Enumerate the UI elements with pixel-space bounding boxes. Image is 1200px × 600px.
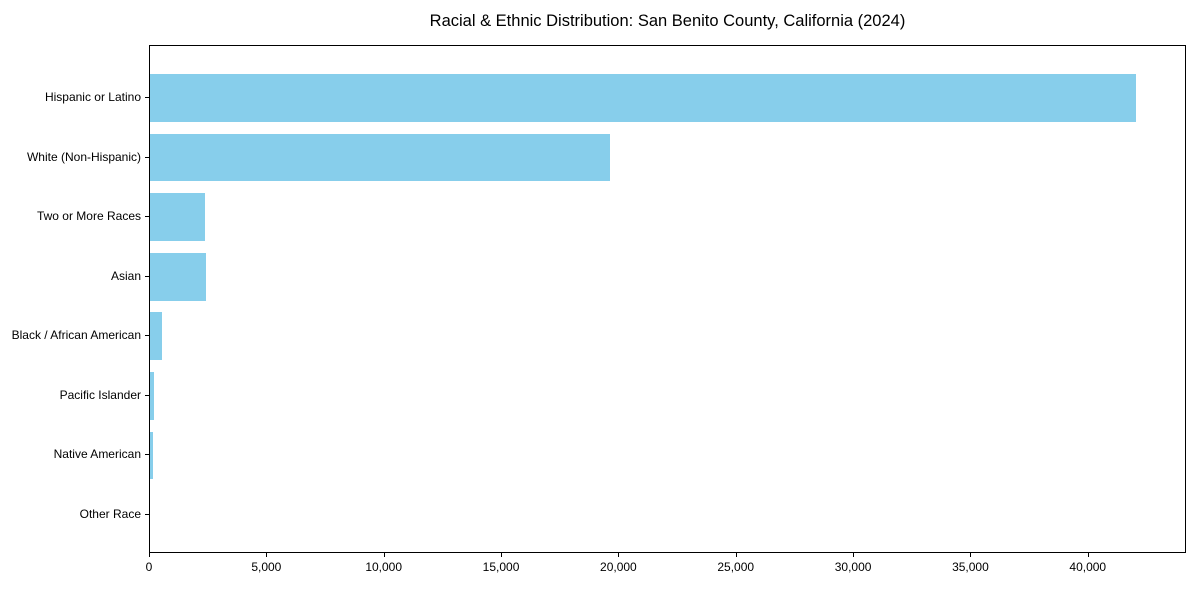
y-tick-mark <box>145 156 149 158</box>
y-tick-label: Two or More Races <box>36 209 141 224</box>
x-tick-label: 15,000 <box>482 560 520 574</box>
x-tick-mark <box>149 553 150 557</box>
bar <box>150 74 1136 122</box>
x-tick-mark <box>1087 553 1089 557</box>
bar <box>150 372 154 420</box>
x-tick-label: 10,000 <box>365 560 403 574</box>
y-tick-mark <box>145 454 149 456</box>
y-tick-mark <box>145 394 149 396</box>
bar <box>150 431 154 480</box>
y-tick-mark <box>145 335 149 337</box>
chart-title: Racial & Ethnic Distribution: San Benito… <box>429 12 906 30</box>
x-tick-mark <box>970 553 972 557</box>
y-tick-mark <box>145 97 149 98</box>
y-tick-label: Native American <box>53 447 141 462</box>
x-tick-label: 30,000 <box>834 560 872 574</box>
bar <box>150 252 207 301</box>
plot-area <box>149 45 1186 553</box>
x-tick-mark <box>853 553 855 557</box>
bar <box>150 133 610 182</box>
x-tick-label: 40,000 <box>1069 560 1107 574</box>
y-tick-label: Hispanic or Latino <box>44 90 141 104</box>
x-tick-label: 25,000 <box>717 560 755 574</box>
x-tick-mark <box>383 553 385 557</box>
x-tick-label: 20,000 <box>600 560 637 574</box>
y-tick-label: Other Race <box>79 506 141 521</box>
bar <box>150 312 162 361</box>
x-tick-mark <box>735 553 737 557</box>
x-tick-label: 0 <box>145 560 153 574</box>
y-tick-label: Black / African American <box>11 328 141 343</box>
x-tick-mark <box>618 553 620 557</box>
x-tick-label: 5,000 <box>251 560 282 574</box>
y-tick-mark <box>145 275 149 277</box>
y-tick-mark <box>145 513 149 515</box>
y-tick-label: White (Non-Hispanic) <box>26 149 141 164</box>
y-tick-mark <box>145 216 149 218</box>
x-tick-mark <box>266 553 268 557</box>
y-tick-label: Pacific Islander <box>59 387 141 402</box>
bar <box>150 193 206 241</box>
x-tick-label: 35,000 <box>952 560 989 574</box>
x-tick-mark <box>501 553 503 557</box>
y-tick-label: Asian <box>110 268 141 283</box>
